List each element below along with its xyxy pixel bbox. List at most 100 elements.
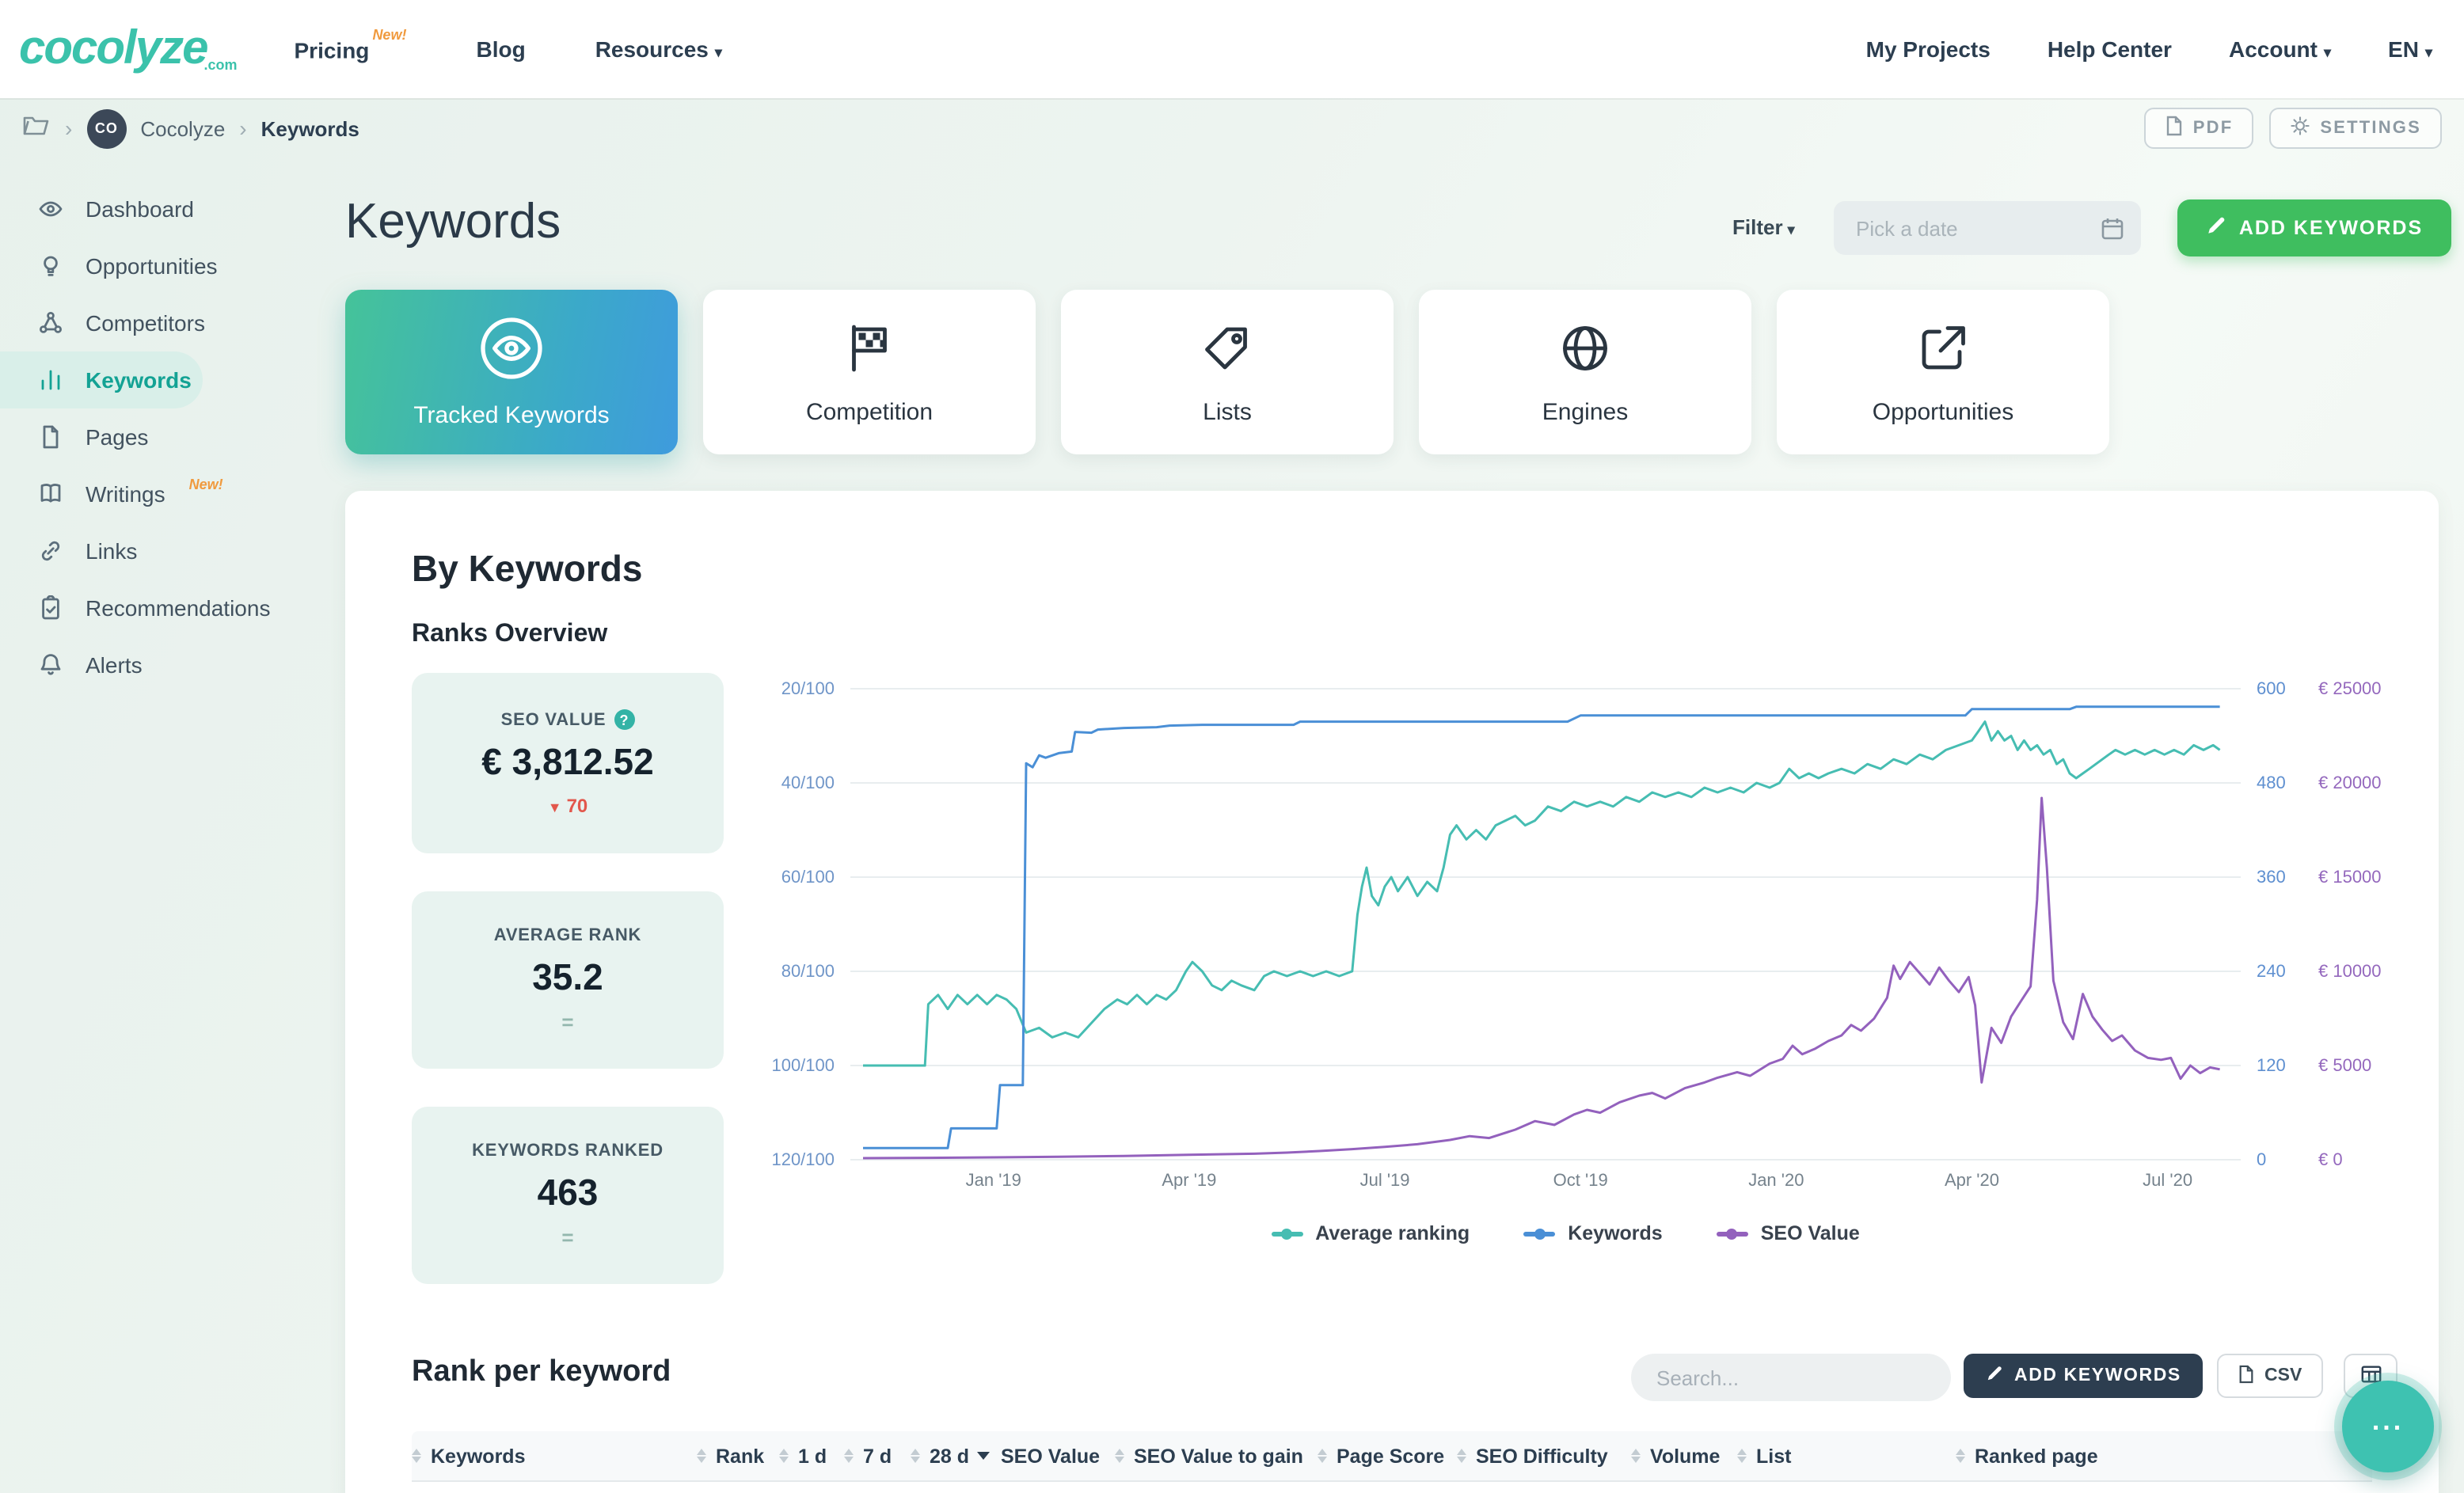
col-header-keywords[interactable]: Keywords bbox=[412, 1445, 697, 1467]
ellipsis-icon: ... bbox=[2371, 1406, 2405, 1436]
tag-icon bbox=[1199, 319, 1256, 384]
filter-dropdown[interactable]: Filter ▾ bbox=[1732, 215, 1795, 239]
sidebar-item-dashboard[interactable]: Dashboard bbox=[0, 180, 345, 237]
sidebar-item-label: Opportunities bbox=[86, 253, 218, 279]
sidebar-item-opportunities[interactable]: Opportunities bbox=[0, 237, 345, 294]
legend-seo-value[interactable]: SEO Value bbox=[1716, 1222, 1860, 1244]
sidebar-item-pages[interactable]: Pages bbox=[0, 408, 345, 465]
col-header-ranked-page[interactable]: Ranked page bbox=[1956, 1445, 2372, 1467]
document-icon bbox=[38, 424, 65, 450]
chevron-down-icon: ▾ bbox=[714, 44, 722, 60]
sort-icon bbox=[1318, 1449, 1327, 1463]
sidebar-item-competitors[interactable]: Competitors bbox=[0, 294, 345, 351]
search-input[interactable] bbox=[1631, 1354, 1951, 1401]
new-badge: New! bbox=[188, 477, 223, 492]
nav-left: PricingNew! Blog Resources ▾ bbox=[294, 26, 722, 63]
calendar-icon[interactable] bbox=[2100, 215, 2125, 249]
nav-account[interactable]: Account ▾ bbox=[2228, 36, 2332, 62]
nav-pricing[interactable]: PricingNew! bbox=[294, 26, 407, 63]
svg-text:Jan '20: Jan '20 bbox=[1748, 1170, 1804, 1190]
more-actions-fab[interactable]: ... bbox=[2342, 1381, 2434, 1472]
col-header-rank[interactable]: Rank bbox=[697, 1445, 779, 1467]
nav-language[interactable]: EN ▾ bbox=[2388, 36, 2432, 62]
sidebar-item-alerts[interactable]: Alerts bbox=[0, 636, 345, 693]
ranks-overview-title: Ranks Overview bbox=[412, 621, 608, 648]
sidebar-item-links[interactable]: Links bbox=[0, 522, 345, 579]
help-icon[interactable]: ? bbox=[614, 709, 635, 730]
nav-right: My Projects Help Center Account ▾ EN ▾ bbox=[1866, 36, 2432, 62]
stat-label: SEO VALUE? bbox=[501, 709, 635, 730]
bar-chart-icon bbox=[38, 367, 65, 393]
sort-icon bbox=[1457, 1449, 1466, 1463]
top-navbar: cocolyze.com PricingNew! Blog Resources ▾… bbox=[0, 0, 2464, 98]
legend-keywords[interactable]: Keywords bbox=[1523, 1222, 1663, 1244]
tab-opportunities[interactable]: Opportunities bbox=[1777, 290, 2109, 454]
csv-export-button[interactable]: CSV bbox=[2217, 1354, 2323, 1398]
stat-delta: ▼ 70 bbox=[547, 795, 588, 817]
col-header-seo-value[interactable]: SEO Value bbox=[977, 1445, 1115, 1467]
sidebar-item-recommendations[interactable]: Recommendations bbox=[0, 579, 345, 636]
sort-icon bbox=[911, 1449, 920, 1463]
pdf-icon bbox=[2165, 116, 2184, 141]
col-header-seo-difficulty[interactable]: SEO Difficulty bbox=[1457, 1445, 1631, 1467]
breadcrumb-project[interactable]: Cocolyze bbox=[140, 116, 226, 140]
sort-icon bbox=[412, 1449, 421, 1463]
svg-text:60/100: 60/100 bbox=[781, 867, 835, 887]
sort-desc-icon bbox=[977, 1452, 990, 1460]
arrow-down-icon: ▼ bbox=[547, 800, 562, 815]
sidebar-item-label: Pages bbox=[86, 424, 149, 450]
add-keywords-table-button[interactable]: ADD KEYWORDS bbox=[1964, 1354, 2204, 1398]
stat-value: € 3,812.52 bbox=[481, 741, 654, 782]
sidebar-item-writings[interactable]: Writings New! bbox=[0, 465, 345, 522]
col-header-list[interactable]: List bbox=[1737, 1445, 1956, 1467]
file-icon bbox=[2238, 1364, 2255, 1388]
svg-text:€ 15000: € 15000 bbox=[2318, 867, 2382, 887]
sidebar-item-keywords[interactable]: Keywords bbox=[0, 351, 203, 408]
project-avatar[interactable]: CO bbox=[86, 108, 127, 148]
nav-resources[interactable]: Resources ▾ bbox=[595, 36, 722, 62]
sort-icon bbox=[1115, 1449, 1124, 1463]
nav-my-projects[interactable]: My Projects bbox=[1865, 36, 1991, 62]
tab-competition[interactable]: Competition bbox=[703, 290, 1036, 454]
settings-button[interactable]: SETTINGS bbox=[2269, 108, 2442, 149]
tab-engines[interactable]: Engines bbox=[1419, 290, 1751, 454]
svg-text:Jul '19: Jul '19 bbox=[1360, 1170, 1410, 1190]
svg-text:40/100: 40/100 bbox=[781, 773, 835, 792]
sidebar-item-label: Writings bbox=[86, 481, 165, 507]
chevron-down-icon: ▾ bbox=[2424, 44, 2432, 60]
sidebar: Dashboard Opportunities Competitors Keyw… bbox=[0, 158, 345, 1493]
stat-card-average-rank: AVERAGE RANK 35.2 = bbox=[412, 891, 724, 1069]
col-header-1d[interactable]: 1 d bbox=[779, 1445, 844, 1467]
stat-delta-equal: = bbox=[561, 1225, 574, 1249]
col-header-28d[interactable]: 28 d bbox=[911, 1445, 977, 1467]
nav-help-center[interactable]: Help Center bbox=[2047, 36, 2172, 62]
col-header-page-score[interactable]: Page Score bbox=[1318, 1445, 1457, 1467]
col-header-volume[interactable]: Volume bbox=[1631, 1445, 1737, 1467]
tab-lists[interactable]: Lists bbox=[1061, 290, 1394, 454]
nav-blog[interactable]: Blog bbox=[476, 36, 526, 62]
folder-icon[interactable] bbox=[22, 112, 51, 145]
sort-icon bbox=[1631, 1449, 1641, 1463]
col-header-7d[interactable]: 7 d bbox=[844, 1445, 911, 1467]
col-header-seo-value-to-gain[interactable]: SEO Value to gain bbox=[1115, 1445, 1318, 1467]
breadcrumb-page: Keywords bbox=[260, 116, 359, 140]
chevron-down-icon: ▾ bbox=[2323, 44, 2332, 60]
sort-icon bbox=[1956, 1449, 1965, 1463]
svg-text:Jul '20: Jul '20 bbox=[2143, 1170, 2192, 1190]
legend-marker bbox=[1716, 1228, 1748, 1239]
logo[interactable]: cocolyze.com bbox=[19, 22, 238, 74]
svg-text:Apr '20: Apr '20 bbox=[1945, 1170, 1999, 1190]
section-tabs: Tracked Keywords Competition Lists Engin… bbox=[345, 290, 2109, 454]
tab-tracked-keywords[interactable]: Tracked Keywords bbox=[345, 290, 678, 454]
legend-average-ranking[interactable]: Average ranking bbox=[1271, 1222, 1470, 1244]
eye-icon bbox=[38, 196, 65, 222]
sidebar-item-label: Links bbox=[86, 538, 138, 564]
add-keywords-button[interactable]: ADD KEYWORDS bbox=[2177, 199, 2451, 256]
sidebar-item-label: Alerts bbox=[86, 652, 143, 678]
pdf-button[interactable]: PDF bbox=[2143, 108, 2254, 149]
ranks-overview-chart: 20/100 600 € 25000 40/100 480 € 20000 60/100 36… bbox=[740, 673, 2391, 1211]
bell-icon bbox=[38, 652, 65, 678]
svg-text:240: 240 bbox=[2257, 961, 2286, 981]
sidebar-item-label: Competitors bbox=[86, 310, 205, 336]
date-input[interactable] bbox=[1834, 201, 2141, 255]
